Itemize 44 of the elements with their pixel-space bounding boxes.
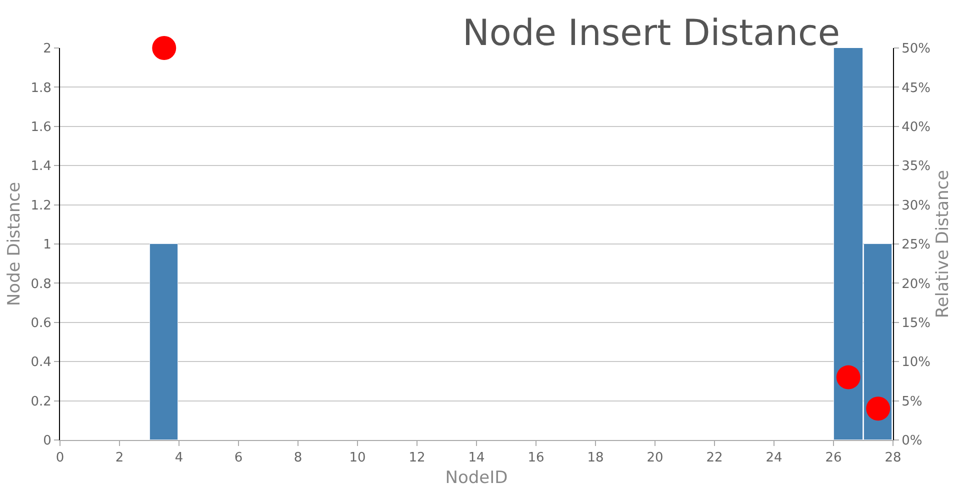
x-tick-label: 0: [56, 450, 64, 466]
y-tick-label: 1: [43, 238, 52, 253]
x-tick-label: 14: [468, 450, 485, 466]
x-tick-label: 24: [766, 450, 782, 466]
x-tick-label: 12: [408, 450, 426, 466]
y-tick-label: 1.6: [30, 120, 52, 135]
x-tick-label: 16: [528, 450, 544, 466]
y2-tick-label: 0%: [902, 434, 922, 449]
y-tick-label: 1.2: [30, 198, 52, 214]
y2-tick-label: 35%: [902, 159, 931, 174]
y2-tick-label: 30%: [902, 198, 931, 214]
x-tick-label: 28: [884, 450, 902, 466]
x-tick-label: 26: [825, 450, 842, 466]
y-tick-label: 0: [43, 434, 52, 449]
x-tick-label: 6: [234, 450, 243, 466]
y2-tick-label: 25%: [902, 238, 931, 253]
y-tick-label: 0.6: [30, 316, 52, 331]
chart-title: Node Insert Distance: [462, 13, 840, 54]
y2-tick-label: 40%: [902, 120, 931, 135]
y2-tick-label: 15%: [902, 316, 931, 331]
x-tick-label: 22: [706, 450, 723, 466]
y-tick-label: 1.4: [30, 159, 52, 174]
y2-tick-label: 20%: [902, 276, 931, 292]
y-tick-label: 0.8: [30, 276, 52, 292]
y-axis-title: Node Distance: [4, 182, 24, 306]
y2-tick-label: 5%: [902, 394, 922, 410]
point: [866, 396, 890, 421]
x-tick-label: 10: [349, 450, 366, 466]
x-tick-label: 18: [587, 450, 604, 466]
x-tick-label: 20: [646, 450, 664, 466]
y-tick-label: 2: [43, 42, 52, 57]
y-tick-label: 1.8: [30, 80, 52, 96]
x-axis-title: NodeID: [445, 468, 508, 488]
y2-tick-label: 45%: [902, 80, 931, 96]
x-tick-label: 4: [174, 450, 184, 466]
x-tick-label: 8: [294, 450, 302, 466]
y-tick-label: 0.2: [30, 394, 52, 410]
y2-axis-title: Relative Distance: [932, 170, 953, 318]
y2-tick-label: 10%: [902, 355, 931, 370]
y2-tick-label: 50%: [902, 42, 931, 57]
point: [152, 36, 176, 60]
y-tick-label: 0.4: [30, 355, 52, 370]
x-tick-label: 2: [115, 450, 124, 466]
point: [836, 365, 860, 390]
